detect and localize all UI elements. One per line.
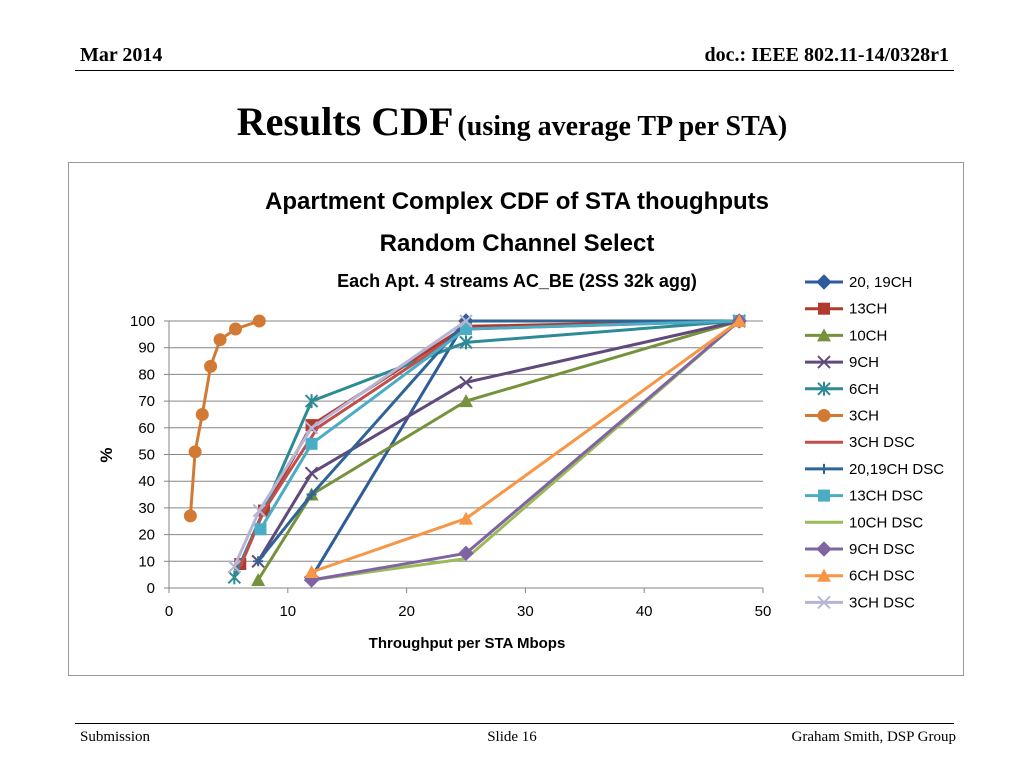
chart-subtitle-2: Each Apt. 4 streams AC_BE (2SS 32k agg) xyxy=(337,271,697,291)
legend-marker-10 xyxy=(816,541,832,557)
legend-marker-3 xyxy=(817,355,831,369)
x-tick-label-40: 40 xyxy=(636,603,653,620)
data-point-7-1 xyxy=(306,489,317,500)
y-tick-label-30: 30 xyxy=(138,500,155,517)
series-line-9 xyxy=(311,319,741,582)
data-point-8-2 xyxy=(460,323,472,336)
x-tick-label-20: 20 xyxy=(398,603,415,620)
y-tick-label-80: 80 xyxy=(138,366,155,383)
data-point-12-0 xyxy=(227,559,242,574)
data-point-4-2 xyxy=(459,335,473,350)
y-tick-label-100: 100 xyxy=(130,313,155,330)
data-point-5-6 xyxy=(252,314,266,328)
data-point-11-2 xyxy=(732,314,747,327)
legend-label-10: 9CH DSC xyxy=(849,541,915,558)
legend-label-4: 6CH xyxy=(849,381,879,398)
data-point-12-2 xyxy=(304,421,319,435)
slide-title: Results CDF (using average TP per STA) xyxy=(0,98,1024,145)
legend-marker-4 xyxy=(817,381,831,396)
slide-title-main: Results CDF xyxy=(236,99,454,144)
legend-marker-11 xyxy=(817,568,831,582)
data-point-5-3 xyxy=(204,359,218,373)
legend-marker-0 xyxy=(816,274,832,290)
footer-submission: Submission xyxy=(80,729,151,745)
header-rule xyxy=(75,70,954,71)
data-point-5-5 xyxy=(229,322,243,336)
series-line-8 xyxy=(259,319,740,531)
legend-label-8: 13CH DSC xyxy=(849,488,923,505)
x-tick-label-30: 30 xyxy=(517,603,534,620)
y-axis-label: % xyxy=(97,447,116,462)
y-tick-label-50: 50 xyxy=(138,447,155,464)
data-point-12-1 xyxy=(252,503,266,518)
legend-marker-5 xyxy=(817,409,831,422)
y-tick-label-90: 90 xyxy=(138,340,155,357)
legend-marker-12 xyxy=(817,595,831,610)
cdf-chart: Apartment Complex CDF of STA thoughputs R… xyxy=(97,188,944,652)
data-point-2-2 xyxy=(459,394,473,408)
series-line-12 xyxy=(232,319,467,568)
x-tick-label-10: 10 xyxy=(279,603,296,620)
data-point-11-0 xyxy=(304,564,319,578)
data-point-1-2 xyxy=(305,419,318,432)
data-point-2-0 xyxy=(251,572,266,586)
data-point-7-0 xyxy=(253,556,264,567)
x-axis-label: Throughput per STA Mbops xyxy=(369,635,566,652)
header-doc-id: doc.: IEEE 802.11-14/0328r1 xyxy=(704,44,949,66)
legend-label-12: 3CH DSC xyxy=(849,594,915,611)
data-point-12-3 xyxy=(459,314,473,328)
data-point-5-0 xyxy=(183,509,197,523)
y-tick-label-70: 70 xyxy=(138,393,155,410)
legend-label-9: 10CH DSC xyxy=(849,514,923,531)
data-point-5-1 xyxy=(188,445,202,459)
legend-label-3: 9CH xyxy=(849,354,879,371)
chart-frame: Apartment Complex CDF of STA thoughputs R… xyxy=(68,162,964,676)
data-point-11-1 xyxy=(459,511,473,525)
data-point-4-0 xyxy=(227,570,242,585)
data-point-3-2 xyxy=(459,375,473,390)
legend-label-5: 3CH xyxy=(849,408,879,425)
data-point-5-4 xyxy=(213,333,227,347)
footer-rule xyxy=(75,723,954,724)
data-point-5-2 xyxy=(195,407,209,421)
y-tick-label-40: 40 xyxy=(138,473,155,490)
legend-label-7: 20,19CH DSC xyxy=(849,461,944,478)
header-date: Mar 2014 xyxy=(80,44,163,66)
footer-author: Graham Smith, DSP Group xyxy=(791,729,956,745)
data-point-8-1 xyxy=(305,437,318,450)
y-tick-label-20: 20 xyxy=(138,527,155,544)
series-line-3 xyxy=(256,319,740,563)
series-line-2 xyxy=(256,319,740,581)
legend-label-0: 20, 19CH xyxy=(849,274,912,291)
legend-label-11: 6CH DSC xyxy=(849,568,915,585)
chart-title: Apartment Complex CDF of STA thoughputs xyxy=(265,188,769,215)
legend-label-2: 10CH xyxy=(849,327,887,344)
y-tick-label-0: 0 xyxy=(147,580,155,597)
legend-label-1: 13CH xyxy=(849,301,887,318)
legend-label-6: 3CH DSC xyxy=(849,434,915,451)
data-point-8-0 xyxy=(254,523,267,536)
legend-marker-2 xyxy=(817,328,831,342)
data-point-10-1 xyxy=(458,545,474,561)
legend-marker-8 xyxy=(818,489,830,502)
x-tick-label-50: 50 xyxy=(755,603,772,620)
y-tick-label-10: 10 xyxy=(138,553,155,570)
data-point-3-1 xyxy=(304,466,319,480)
slide-title-subtitle: (using average TP per STA) xyxy=(457,111,788,142)
legend-marker-7 xyxy=(819,463,829,474)
x-tick-label-0: 0 xyxy=(165,603,173,620)
footer-slide-number: Slide 16 xyxy=(487,729,537,745)
chart-subtitle: Random Channel Select xyxy=(380,230,655,257)
data-point-4-1 xyxy=(304,394,319,409)
series-line-7 xyxy=(256,319,740,563)
y-tick-label-60: 60 xyxy=(138,420,155,437)
series-line-10 xyxy=(311,319,741,582)
legend-marker-1 xyxy=(818,302,830,315)
